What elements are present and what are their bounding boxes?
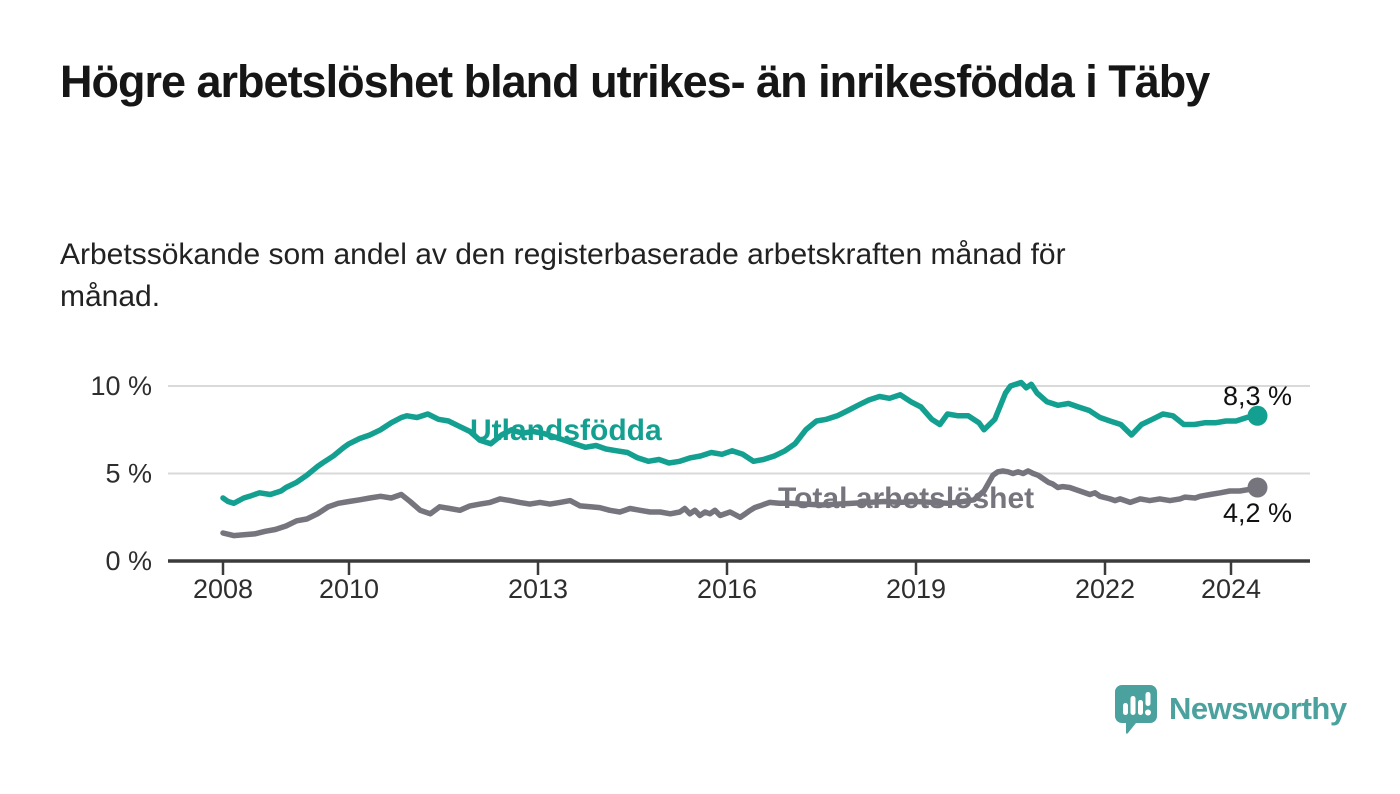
page-title: Högre arbetslöshet bland utrikes- än inr… bbox=[60, 56, 1210, 107]
x-axis-tick-label: 2022 bbox=[1075, 574, 1135, 604]
x-axis-tick-label: 2016 bbox=[697, 574, 757, 604]
series-line-total bbox=[220, 468, 1261, 539]
series-end-dot-total bbox=[1247, 477, 1268, 498]
x-axis-tick-label: 2008 bbox=[193, 574, 253, 604]
series-line-utlandsfodda bbox=[220, 379, 1261, 507]
x-axis-tick-label: 2024 bbox=[1201, 574, 1261, 604]
newsworthy-logo-text: Newsworthy bbox=[1169, 691, 1347, 726]
y-axis-tick-label: 0 % bbox=[105, 546, 152, 576]
newsworthy-logo: Newsworthy bbox=[1114, 684, 1347, 734]
newsworthy-bubble-chart-icon bbox=[1115, 685, 1157, 734]
y-axis-tick-label: 5 % bbox=[105, 459, 152, 489]
chart-subtitle: Arbetssökande som andel av den registerb… bbox=[60, 238, 1066, 313]
x-axis-tick-label: 2019 bbox=[886, 574, 946, 604]
series-label-total-arbetsloshet: Total arbetslöshet bbox=[778, 482, 1035, 515]
end-value-label-utlandsfodda: 8,3 % bbox=[1222, 381, 1292, 411]
x-axis-tick-label: 2013 bbox=[508, 574, 568, 604]
x-axis-tick-label: 2010 bbox=[319, 574, 379, 604]
series-label-utlandsfodda: Utlandsfödda bbox=[470, 414, 662, 447]
y-axis-tick-label: 10 % bbox=[90, 371, 152, 401]
series-end-dot-utlandsfodda bbox=[1247, 405, 1268, 426]
end-value-label-total: 4,2 % bbox=[1222, 498, 1292, 528]
